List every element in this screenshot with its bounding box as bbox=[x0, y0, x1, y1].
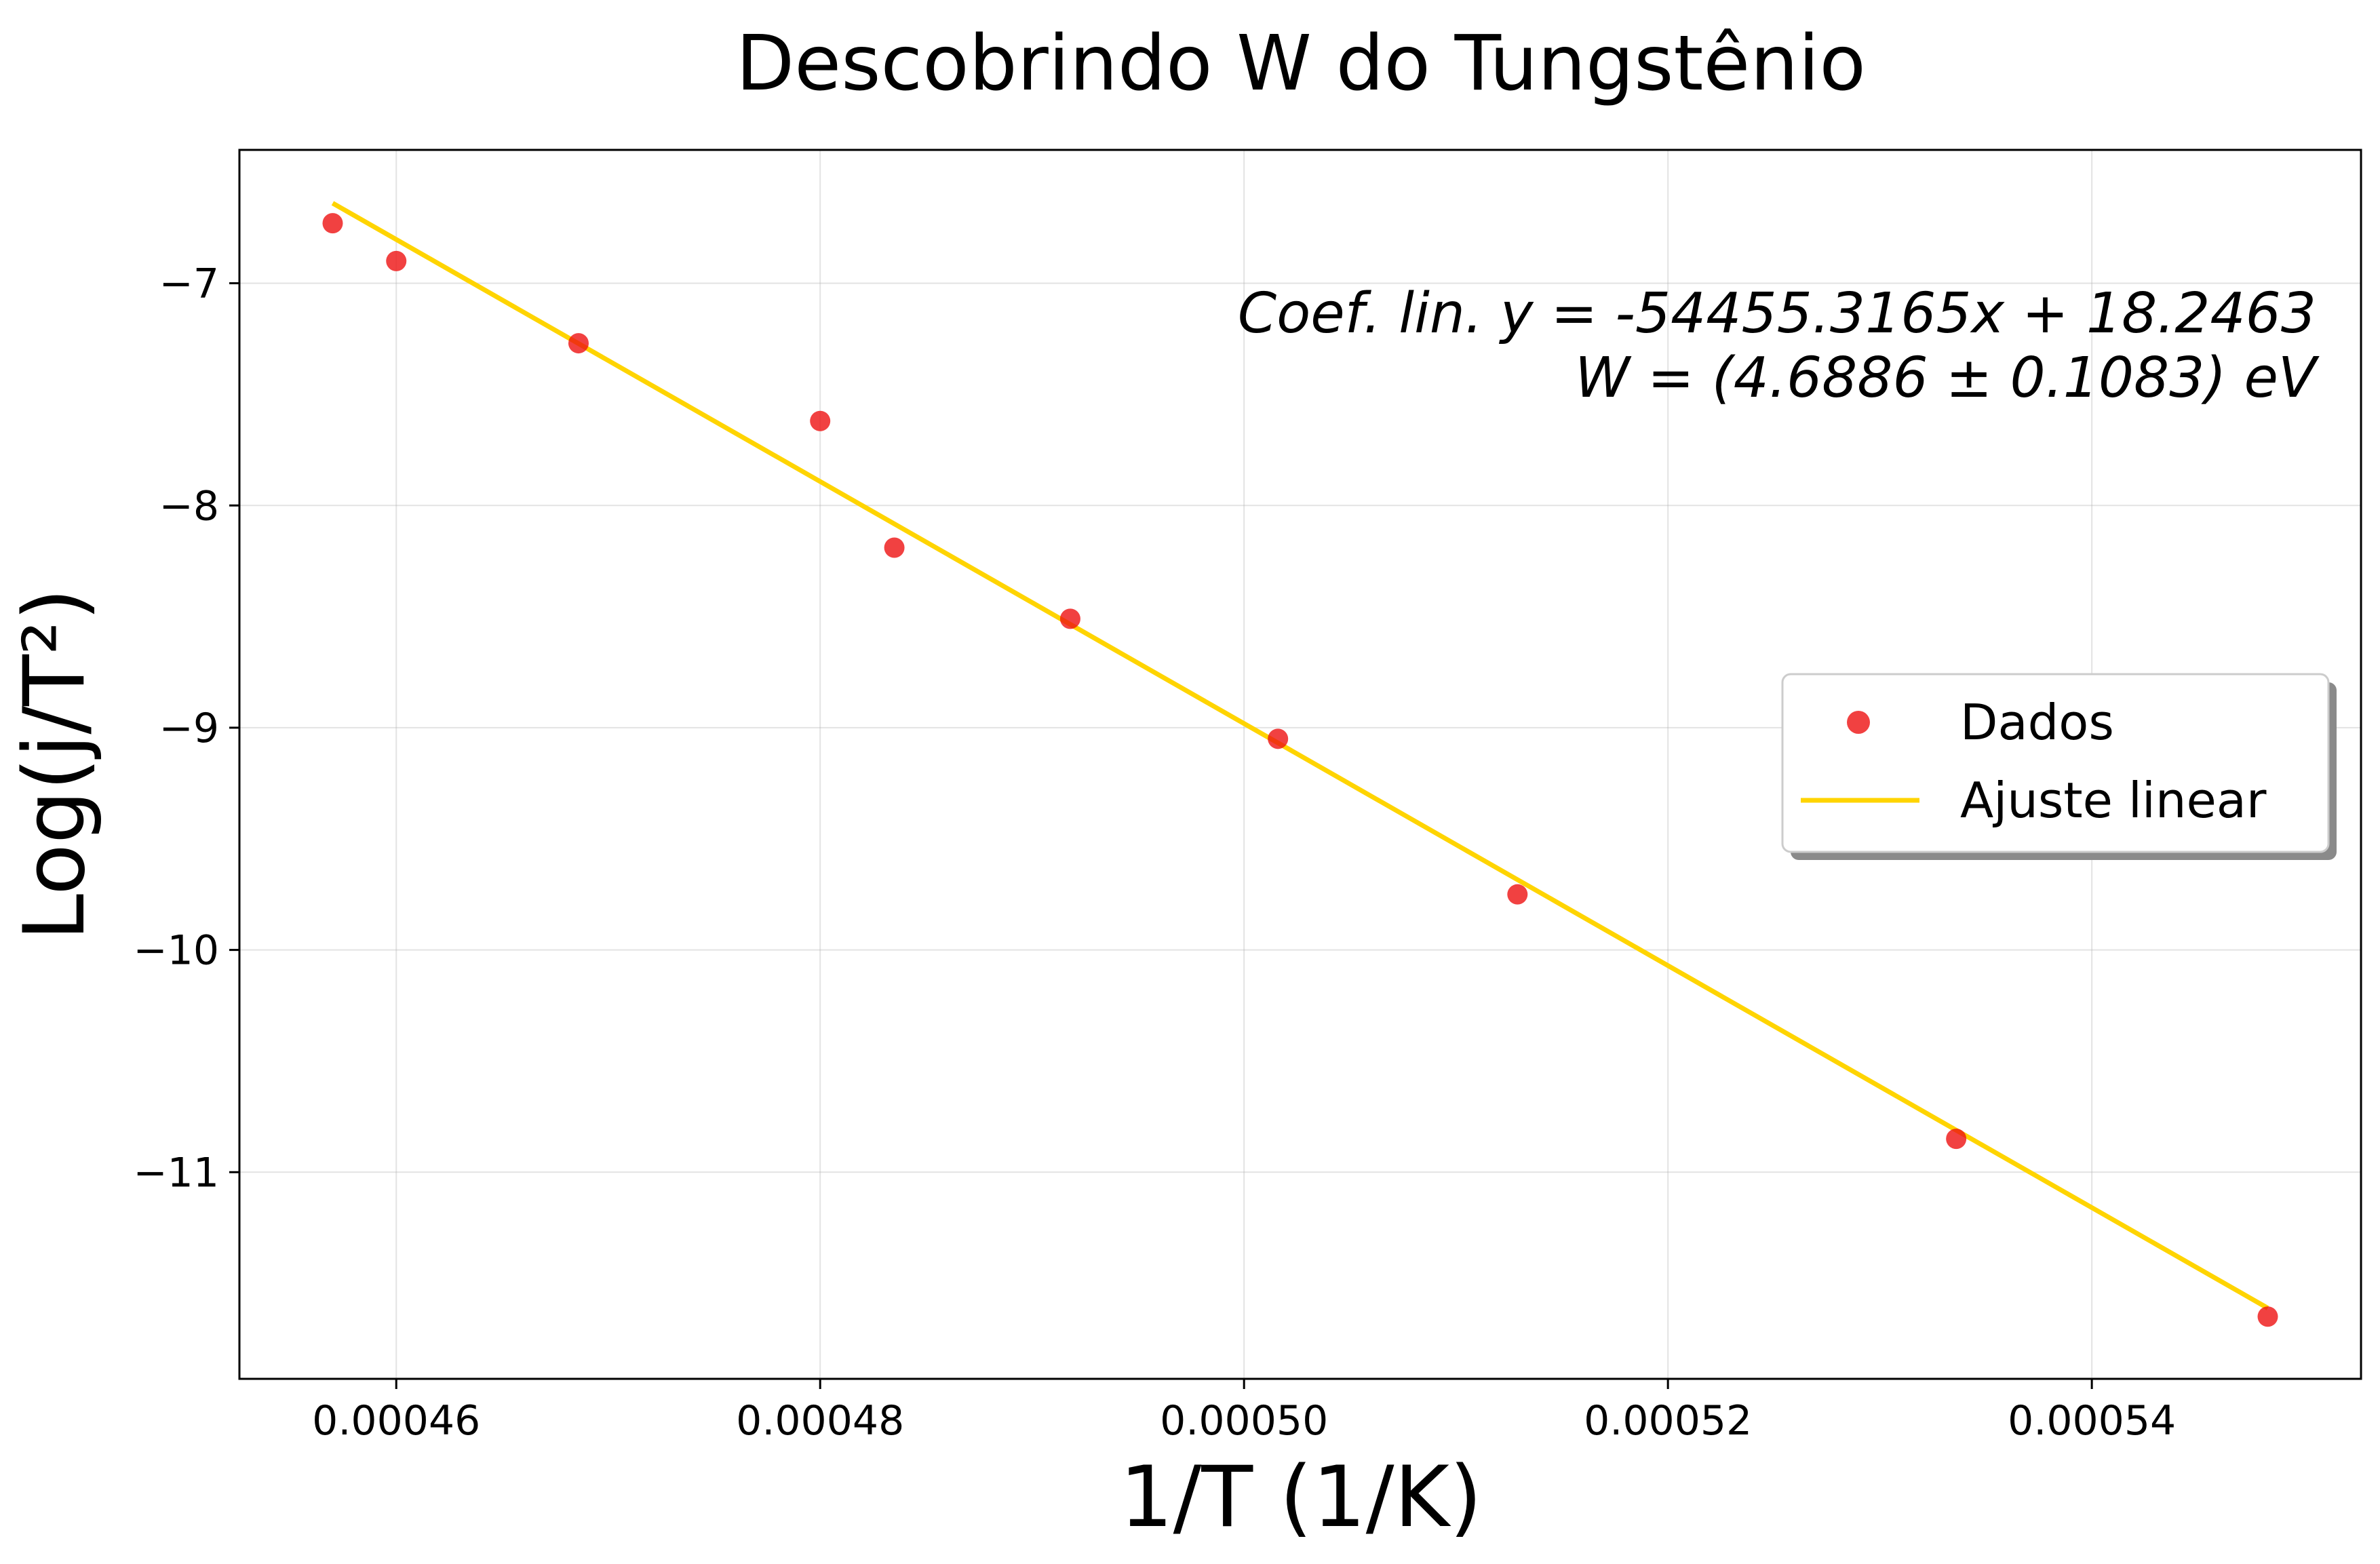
y-tick-label: −11 bbox=[133, 1149, 219, 1196]
data-point bbox=[322, 213, 343, 234]
x-axis-ticks: 0.00046 0.00048 0.00050 0.00052 0.00054 bbox=[312, 1379, 2176, 1445]
data-point bbox=[386, 250, 407, 271]
y-axis-ticks: −7 −8 −9 −10 −11 bbox=[133, 260, 239, 1196]
work-function-annotation: W = (4.6886 ± 0.1083) eV bbox=[1575, 346, 2320, 410]
y-tick-label: −9 bbox=[159, 705, 219, 752]
legend-label-dados: Dados bbox=[1960, 694, 2114, 751]
data-point bbox=[568, 333, 589, 354]
x-tick-label: 0.00052 bbox=[1584, 1397, 1752, 1445]
data-point bbox=[1507, 884, 1528, 905]
data-point bbox=[810, 410, 831, 431]
fit-equation-annotation: Coef. lin. y = -54455.3165x + 18.2463 bbox=[1238, 281, 2316, 346]
chart-title: Descobrindo W do Tungstênio bbox=[736, 20, 1866, 108]
x-tick-label: 0.00048 bbox=[736, 1397, 904, 1445]
legend: Dados Ajuste linear bbox=[1781, 673, 2337, 860]
data-point bbox=[2257, 1306, 2278, 1327]
x-axis-label: 1/T (1/K) bbox=[1120, 1449, 1483, 1546]
x-tick-label: 0.00050 bbox=[1160, 1397, 1328, 1445]
y-tick-label: −7 bbox=[159, 260, 219, 308]
legend-label-ajuste: Ajuste linear bbox=[1960, 772, 2267, 829]
legend-marker-dados bbox=[1847, 711, 1870, 734]
y-tick-label: −10 bbox=[133, 927, 219, 975]
fit-line bbox=[331, 201, 2269, 1310]
data-point bbox=[1268, 728, 1289, 749]
grid bbox=[239, 150, 2361, 1379]
y-tick-label: −8 bbox=[159, 482, 219, 530]
data-point bbox=[884, 537, 905, 558]
x-tick-label: 0.00046 bbox=[312, 1397, 480, 1445]
data-point bbox=[1946, 1129, 1967, 1150]
data-point bbox=[1059, 608, 1080, 629]
fit-layer bbox=[331, 201, 2269, 1310]
plot-frame bbox=[238, 149, 2362, 1380]
data-points bbox=[322, 213, 2278, 1327]
y-axis-label: Log(j/T²) bbox=[6, 588, 104, 941]
legend-box bbox=[1781, 673, 2330, 853]
x-tick-label: 0.00054 bbox=[2008, 1397, 2176, 1445]
